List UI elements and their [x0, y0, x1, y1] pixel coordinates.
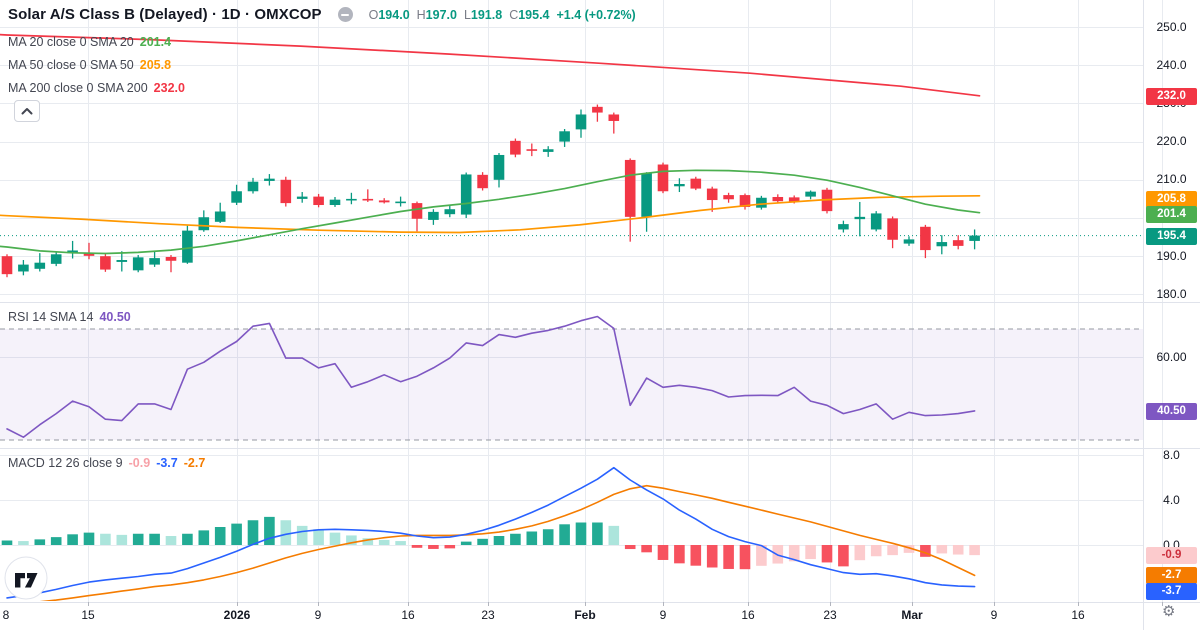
vertical-gridlines: [88, 0, 1163, 602]
horizontal-gridlines: [0, 27, 1143, 546]
collapse-indicators-button[interactable]: [14, 100, 40, 122]
rsi-layer: [6, 315, 976, 439]
macd-layer: [1, 466, 980, 601]
price-axis[interactable]: [1143, 0, 1200, 602]
tradingview-logo-icon: [4, 556, 48, 600]
settings-gear-icon[interactable]: ⚙: [1162, 602, 1176, 620]
circle-minus-icon[interactable]: [337, 7, 353, 22]
rsi-band: [0, 328, 1143, 441]
time-axis[interactable]: [0, 602, 1143, 630]
candles-layer: [0, 33, 981, 278]
rsi-pane[interactable]: [0, 303, 1143, 448]
chevron-up-icon: [21, 108, 33, 115]
macd-pane[interactable]: [0, 449, 1143, 602]
tradingview-logo[interactable]: [4, 556, 48, 600]
main-price-pane[interactable]: [0, 0, 1143, 302]
